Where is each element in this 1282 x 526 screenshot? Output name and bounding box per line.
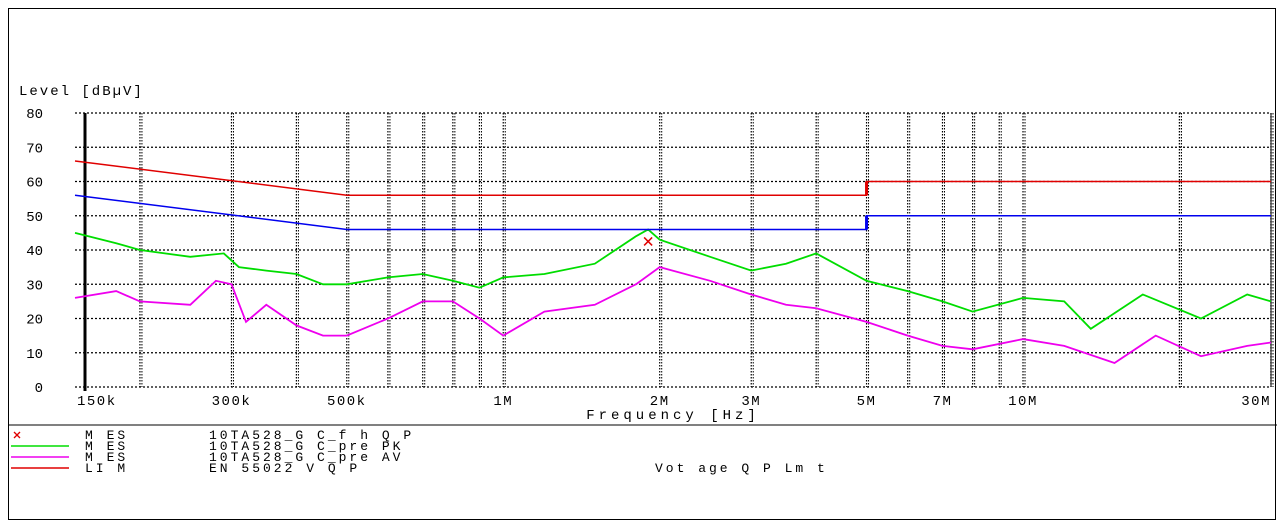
x-tick-label: 3M [741, 394, 761, 410]
series-line [74, 266, 1272, 364]
legend-col1: LI M [85, 461, 128, 476]
legend-col1: M ES [85, 439, 128, 454]
y-tick-label: 0 [35, 381, 43, 397]
x-tick-label: 300k [212, 394, 252, 410]
y-tick-label: 50 [26, 210, 43, 226]
y-tick-label: 70 [26, 141, 43, 157]
x-tick-label: 2M [650, 394, 670, 410]
y-tick-label: 20 [26, 313, 43, 329]
y-tick-label: 80 [26, 107, 43, 123]
x-tick-label: 5M [857, 394, 877, 410]
x-marker-stroke [643, 236, 653, 246]
series-line [74, 228, 1272, 330]
y-tick-label: 30 [26, 278, 43, 294]
series-line [74, 160, 1271, 196]
data-point-x-marker [643, 236, 653, 246]
legend-col3: Vot age Q P Lm t [655, 461, 828, 476]
x-tick-label: 1M [493, 394, 513, 410]
legend-col1: M ES [85, 450, 128, 465]
y-tick-label: 40 [26, 244, 43, 260]
legend-col1: M ES [85, 428, 128, 443]
legend-col2: EN 55022 V Q P [209, 461, 360, 476]
series-line [74, 194, 1271, 231]
y-axis-label: Level [dBµV] [19, 84, 144, 100]
x-tick-label: 7M [933, 394, 953, 410]
y-tick-label: 10 [26, 347, 43, 363]
x-tick-label: 150k [77, 394, 117, 410]
legend-col2: 10TA528_G C_f h Q P [209, 428, 414, 443]
x-tick-label: 30M [1241, 394, 1271, 410]
x-marker-stroke [13, 431, 21, 439]
chart-frame: 0 10 20 30 40 50 60 70 80 Level [dBµV] 150k 300k 500… [8, 8, 1277, 520]
x-tick-label: 10M [1008, 394, 1038, 410]
emi-chart: 0 10 20 30 40 50 60 70 80 Level [dBµV] 150k 300k 500… [9, 84, 1277, 476]
legend-col2: 10TA528_G C_pre AV [209, 450, 403, 465]
y-tick-label: 60 [26, 176, 43, 192]
x-axis-label: Frequency [Hz] [586, 408, 760, 424]
legend-x-marker [13, 431, 21, 439]
x-tick-label: 500k [327, 394, 367, 410]
legend-col2: 10TA528_G C_pre PK [209, 439, 403, 454]
